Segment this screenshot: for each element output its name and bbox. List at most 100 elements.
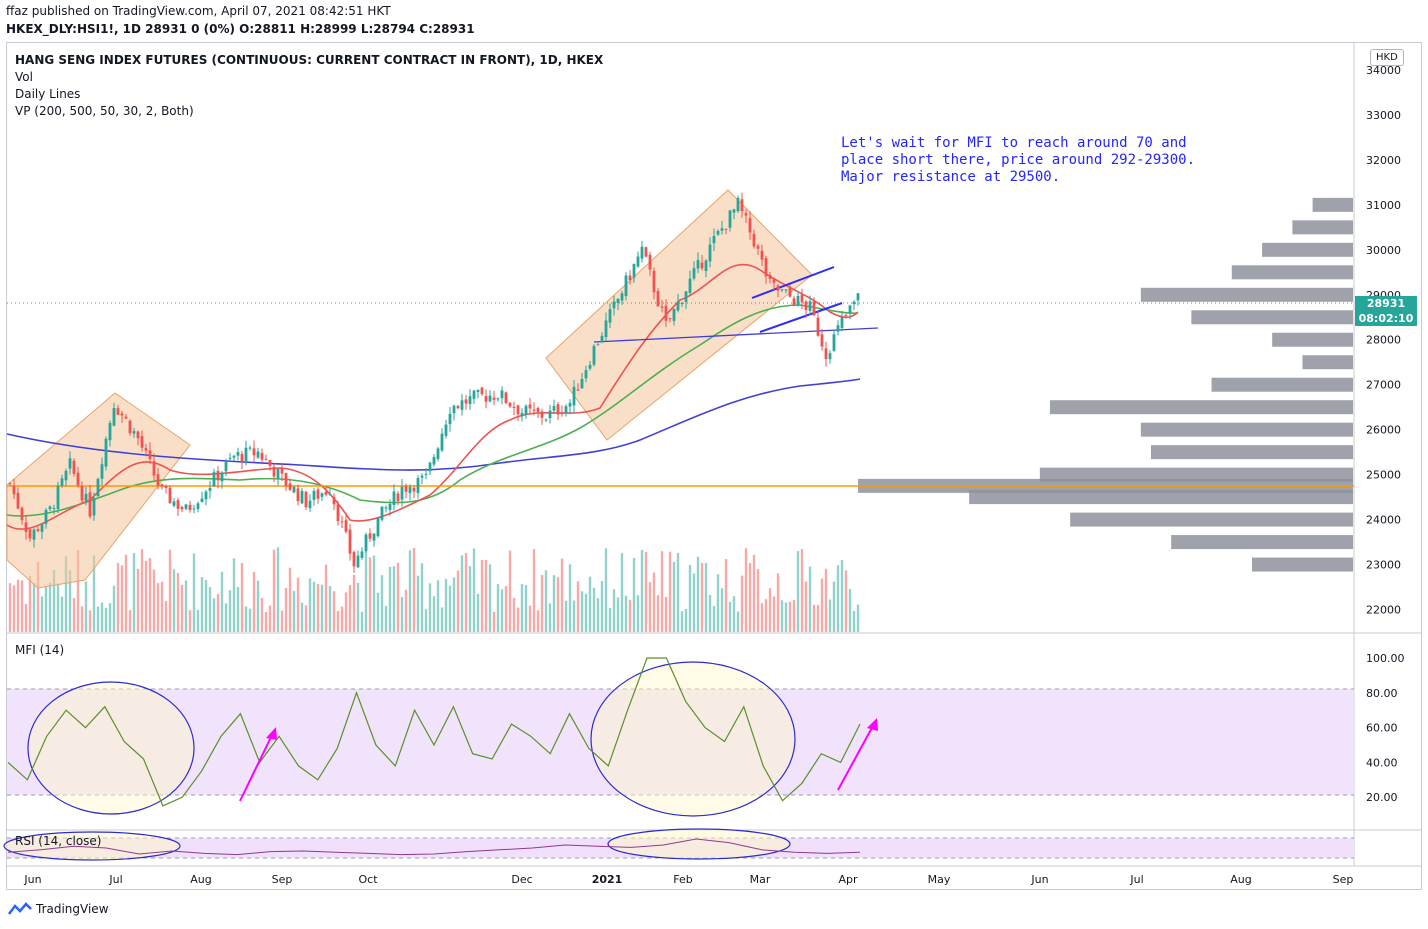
candle-body	[20, 507, 24, 521]
volume-bar	[60, 596, 64, 632]
candle-body	[388, 503, 392, 510]
volume-bar	[356, 582, 360, 632]
volume-bar	[176, 573, 180, 632]
candle-body	[656, 290, 660, 307]
mfi-arrow-1	[239, 727, 277, 802]
volume-bar	[624, 595, 628, 632]
candle-body	[748, 218, 752, 233]
volume-profile-bar	[1039, 467, 1353, 482]
candle-body	[104, 438, 108, 467]
candle-body	[524, 405, 528, 415]
volume-bar	[640, 549, 644, 632]
rsi-line	[7, 838, 861, 856]
volume-bar	[380, 575, 384, 632]
volume-bar	[712, 606, 716, 632]
volume-bar	[416, 575, 420, 632]
candle-body	[64, 470, 68, 481]
volume-profile-bar	[1262, 242, 1353, 257]
footer-brand[interactable]: TradingView	[8, 902, 109, 916]
candle-body	[540, 411, 544, 418]
candle-body	[368, 533, 372, 539]
volume-bars	[8, 547, 860, 632]
volume-bar	[20, 580, 24, 632]
time-tick-label: Aug	[190, 873, 211, 886]
candle-body	[308, 500, 312, 509]
candle-body	[784, 289, 788, 291]
volume-bar	[568, 564, 572, 632]
volume-bar	[184, 580, 188, 632]
candle-body	[288, 483, 292, 490]
volume-bar	[308, 578, 312, 632]
price-tick-label: 24000	[1366, 514, 1401, 527]
candle-body	[616, 298, 620, 303]
candle-body	[44, 509, 48, 524]
volume-bar	[420, 563, 424, 632]
candle-body	[532, 409, 536, 411]
volume-profile-bar	[1171, 535, 1353, 550]
volume-bar	[672, 561, 676, 632]
volume-bar	[588, 576, 592, 632]
candle-body	[744, 213, 748, 216]
candle-body	[604, 320, 608, 338]
volume-bar	[724, 559, 728, 632]
volume-bar	[292, 590, 296, 632]
volume-bar	[668, 551, 672, 632]
candle-body	[236, 452, 240, 456]
candle-body	[156, 474, 160, 486]
publisher-line: ffaz published on TradingView.com, April…	[6, 4, 391, 18]
volume-bar	[720, 588, 724, 632]
candle-body	[204, 491, 208, 500]
mfi-band	[7, 689, 1354, 795]
candle-body	[564, 406, 568, 413]
volume-bar	[252, 572, 256, 632]
volume-bar	[744, 548, 748, 632]
volume-bar	[664, 596, 668, 632]
candle-body	[740, 199, 744, 212]
volume-bar	[288, 567, 292, 632]
volume-bar	[504, 586, 508, 632]
volume-bar	[84, 581, 88, 632]
volume-bar	[232, 558, 236, 632]
candle-body	[148, 450, 152, 460]
candle-body	[844, 315, 848, 317]
candle-body	[100, 464, 104, 479]
volume-bar	[776, 573, 780, 632]
currency-badge[interactable]: HKD	[1370, 49, 1404, 66]
volume-bar	[172, 569, 176, 632]
candle-body	[852, 301, 856, 305]
legend-mfi: MFI (14)	[15, 643, 65, 657]
time-tick-label: Mar	[750, 873, 771, 886]
volume-bar	[828, 599, 832, 632]
mfi-ellipse-2	[590, 661, 796, 817]
volume-bar	[464, 553, 468, 632]
mfi-tick-label: 80.00	[1366, 687, 1398, 700]
volume-bar	[616, 597, 620, 632]
candle-body	[472, 390, 476, 399]
volume-bar	[312, 581, 316, 632]
volume-bar	[116, 562, 120, 632]
candle-body	[676, 301, 680, 311]
volume-bar	[64, 556, 68, 632]
volume-bar	[556, 577, 560, 632]
candle-body	[112, 407, 116, 426]
volume-bar	[72, 598, 76, 632]
volume-bar	[76, 549, 80, 632]
volume-bar	[848, 589, 852, 632]
candle-body	[372, 533, 376, 541]
last-price-label: 28931	[1355, 296, 1417, 311]
candle-body	[180, 507, 184, 510]
candle-body	[408, 486, 412, 494]
candle-body	[92, 498, 96, 516]
candle-body	[528, 404, 532, 409]
candle-body	[220, 472, 224, 482]
volume-bar	[132, 553, 136, 632]
volume-bar	[164, 601, 168, 632]
volume-bar	[28, 576, 32, 632]
candle-body	[60, 478, 64, 486]
volume-bar	[56, 583, 60, 632]
candle-body	[588, 364, 592, 369]
candle-body	[484, 396, 488, 402]
candle-body	[292, 487, 296, 493]
candle-body	[728, 210, 732, 228]
